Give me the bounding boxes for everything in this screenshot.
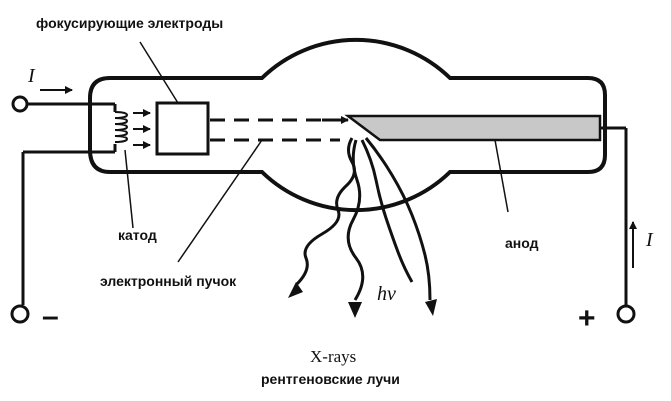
plus-sign: + <box>578 302 596 335</box>
minus-terminal <box>10 304 30 324</box>
xray-arrowheads <box>288 282 437 318</box>
electron-beam <box>210 118 340 142</box>
minus-sign: – <box>42 300 59 333</box>
focusing-electrode-box <box>155 101 210 156</box>
xray-rays <box>295 137 432 301</box>
focusing-electrodes-label: фокусирующие электроды <box>36 15 223 31</box>
glass-envelope <box>88 37 607 213</box>
emission-arrows <box>133 109 151 149</box>
cathode-filament <box>114 111 128 143</box>
anode-label: анод <box>505 235 539 251</box>
anode-wiring <box>600 126 628 305</box>
electron-beam-label: электронный пучок <box>100 273 237 289</box>
current-label-left: I <box>27 65 36 87</box>
xrays-label: X-rays <box>310 347 356 366</box>
anode <box>344 114 602 142</box>
plus-terminal <box>616 304 636 324</box>
top-left-terminal <box>11 95 29 113</box>
current-label-right: I <box>645 229 654 251</box>
xrays-ru-label: рентгеновские лучи <box>261 371 400 387</box>
leader-lines <box>124 41 509 263</box>
photon-label: hv <box>377 283 396 305</box>
cathode-label: катод <box>118 227 157 243</box>
cathode-wiring <box>21 102 117 305</box>
